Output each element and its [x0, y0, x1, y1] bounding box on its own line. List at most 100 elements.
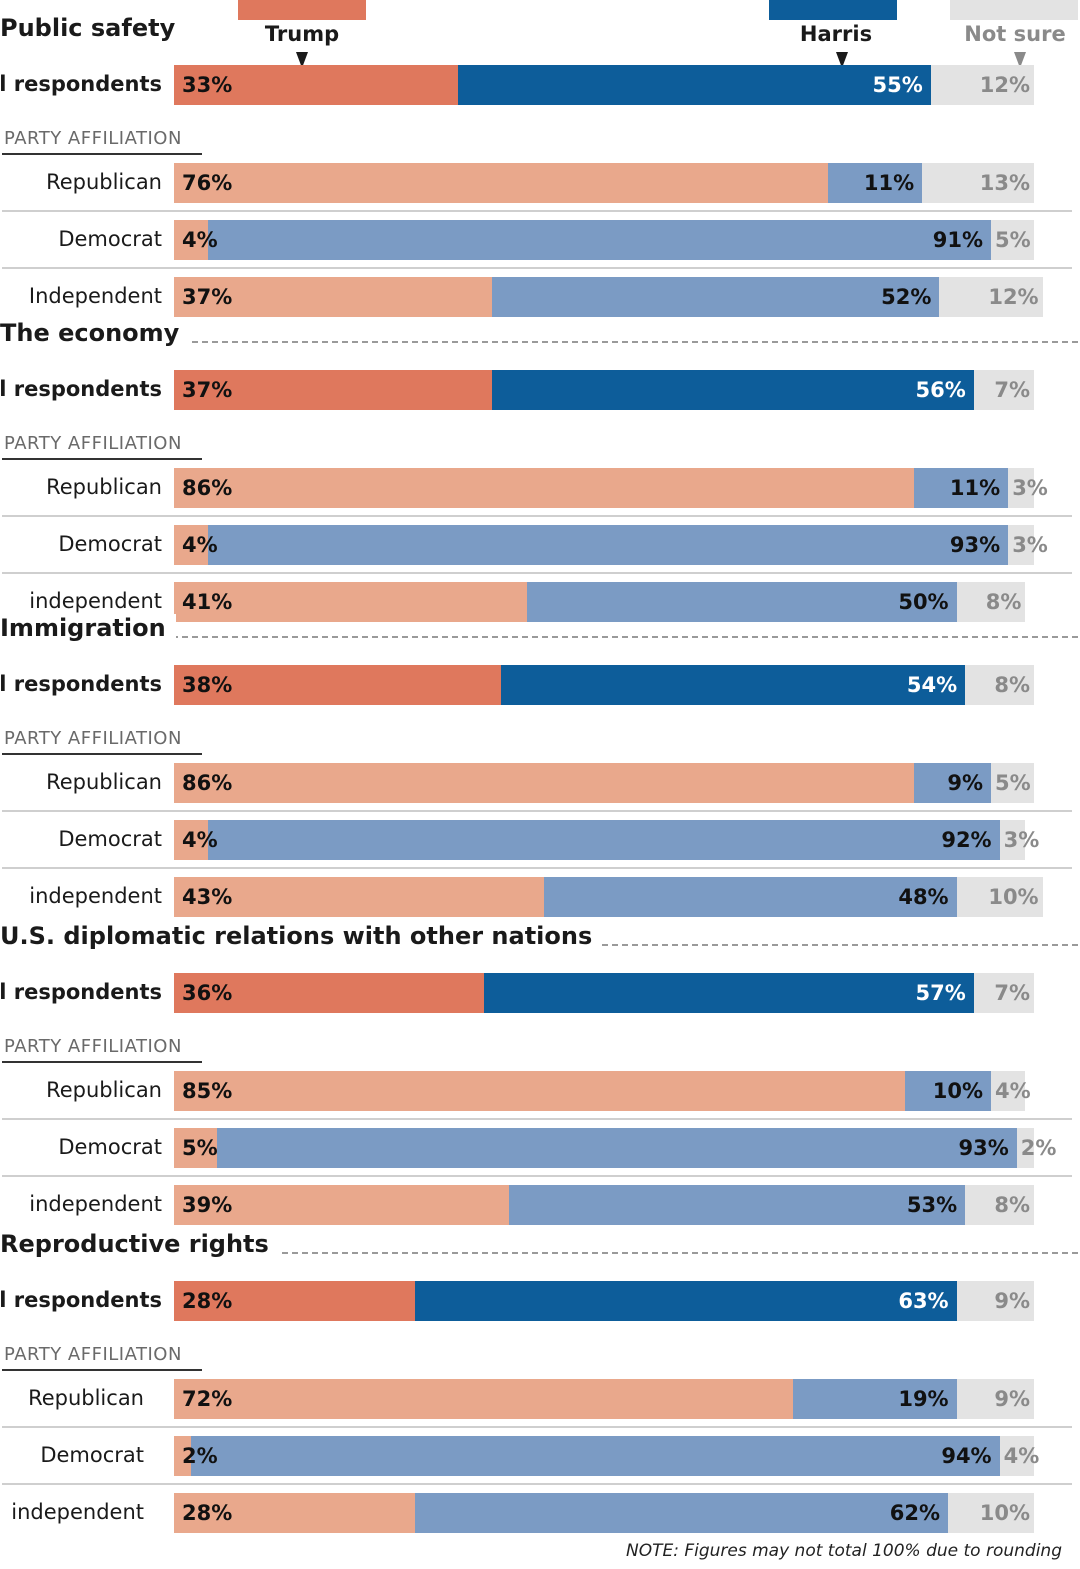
trump-value-label: 28%: [182, 1289, 233, 1313]
trump-value-label: 5%: [182, 1136, 218, 1160]
section-divider: [172, 1252, 1078, 1254]
harris-value-label: 50%: [898, 590, 949, 614]
harris-value-label: 54%: [906, 673, 958, 697]
harris-bar: [191, 1436, 1000, 1476]
not-sure-value-label: 2%: [1020, 1136, 1057, 1160]
trump-value-label: 4%: [182, 828, 218, 852]
trump-bar: [174, 1379, 794, 1419]
trump-bar: [174, 370, 493, 410]
not-sure-value-label: 4%: [995, 1079, 1031, 1103]
harris-value-label: 56%: [915, 378, 966, 402]
row-separator: [2, 267, 1072, 269]
trump-value-label: 76%: [182, 171, 233, 195]
not-sure-value-label: 8%: [994, 1193, 1030, 1217]
party-affiliation-heading: PARTY AFFILIATION: [4, 728, 182, 749]
harris-bar: [500, 665, 966, 705]
trump-value-label: 28%: [182, 1501, 233, 1525]
trump-bar: [174, 163, 828, 203]
not-sure-value-label: 5%: [995, 771, 1031, 795]
not-sure-bar: [956, 877, 1043, 917]
row-separator: [2, 210, 1072, 212]
trump-value-label: 2%: [182, 1444, 218, 1468]
harris-bar: [827, 163, 923, 203]
not-sure-bar: [999, 1436, 1034, 1476]
harris-bar: [457, 65, 931, 105]
trump-value-label: 41%: [182, 590, 233, 614]
not-sure-bar: [948, 1493, 1034, 1533]
trump-value-label: 36%: [182, 981, 233, 1005]
not-sure-bar: [991, 220, 1034, 260]
row-separator: [2, 1175, 1072, 1177]
trump-value-label: 72%: [182, 1387, 233, 1411]
not-sure-bar: [973, 370, 1034, 410]
not-sure-value-label: 10%: [988, 885, 1039, 909]
legend-pointer-2: [836, 52, 848, 68]
not-sure-value-label: 12%: [988, 285, 1039, 309]
row-label: Democrat: [58, 827, 162, 851]
not-sure-value-label: 12%: [979, 73, 1030, 97]
harris-bar: [208, 525, 1009, 565]
trump-bar: [174, 1436, 192, 1476]
not-sure-bar: [973, 973, 1034, 1013]
trump-value-label: 39%: [182, 1193, 233, 1217]
trump-value-label: 33%: [182, 73, 233, 97]
not-sure-value-label: 3%: [1003, 828, 1040, 852]
harris-value-label: 10%: [932, 1079, 983, 1103]
harris-bar: [217, 1128, 1017, 1168]
trump-value-label: 37%: [182, 285, 233, 309]
harris-value-label: 92%: [941, 828, 992, 852]
harris-bar: [483, 973, 974, 1013]
trump-value-label: 4%: [182, 533, 218, 557]
legend-pointer-3: [1014, 52, 1026, 68]
row-label: independent: [29, 589, 162, 613]
harris-bar: [208, 820, 1000, 860]
rounding-note: NOTE: Figures may not total 100% due to …: [625, 1541, 1062, 1561]
not-sure-bar: [991, 1071, 1026, 1111]
party-affiliation-heading: PARTY AFFILIATION: [4, 1344, 182, 1365]
row-label: Democrat: [58, 532, 162, 556]
row-separator: [2, 810, 1072, 812]
trump-value-label: 86%: [182, 771, 233, 795]
harris-bar: [492, 277, 940, 317]
harris-bar: [793, 1379, 957, 1419]
not-sure-bar: [930, 65, 1034, 105]
trump-bar: [174, 582, 527, 622]
party-heading-rule: [2, 458, 202, 460]
harris-bar: [905, 1071, 991, 1111]
not-sure-bar: [939, 277, 1043, 317]
party-affiliation-heading: PARTY AFFILIATION: [4, 128, 182, 149]
row-separator: [2, 867, 1072, 869]
trump-bar: [174, 1185, 510, 1225]
trump-bar: [174, 525, 209, 565]
harris-bar: [913, 468, 1009, 508]
harris-bar: [543, 877, 957, 917]
not-sure-value-label: 8%: [985, 590, 1022, 614]
not-sure-bar: [956, 1281, 1034, 1321]
not-sure-value-label: 4%: [1003, 1444, 1040, 1468]
section-title: The economy: [0, 319, 190, 347]
row-label: independent: [11, 1500, 144, 1524]
not-sure-bar: [956, 582, 1026, 622]
row-label: Democrat: [58, 1135, 162, 1159]
section-divider: [172, 341, 1078, 343]
trump-bar: [174, 1071, 905, 1111]
harris-value-label: 63%: [898, 1289, 949, 1313]
not-sure-value-label: 8%: [994, 673, 1030, 697]
trump-bar: [174, 877, 544, 917]
party-heading-rule: [2, 153, 202, 155]
harris-bar: [492, 370, 974, 410]
harris-value-label: 11%: [863, 171, 915, 195]
party-heading-rule: [2, 1369, 202, 1371]
legend-label-1: Trump: [264, 22, 340, 46]
row-separator: [2, 515, 1072, 517]
trump-bar: [174, 468, 914, 508]
row-separator: [2, 1483, 1072, 1485]
row-label: Independent: [28, 284, 162, 308]
not-sure-value-label: 3%: [1012, 533, 1048, 557]
row-label: Democrat: [58, 227, 162, 251]
legend-label-2: Harris: [799, 22, 873, 46]
party-affiliation-heading: PARTY AFFILIATION: [4, 1036, 182, 1057]
trump-value-label: 4%: [182, 228, 218, 252]
row-label: Democrat: [40, 1443, 144, 1467]
